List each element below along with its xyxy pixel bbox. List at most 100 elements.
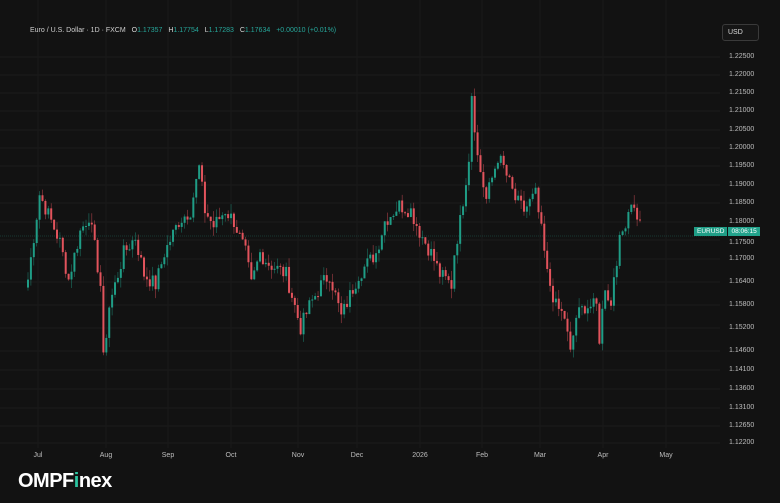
candle-up — [462, 206, 465, 216]
x-tick-label: Oct — [225, 452, 237, 459]
candle-up — [108, 307, 111, 338]
candle-down — [435, 260, 438, 264]
candle-down — [543, 223, 546, 251]
candle-up — [224, 214, 227, 216]
candle-up — [105, 337, 108, 353]
candle-down — [290, 292, 293, 298]
candle-down — [447, 276, 450, 281]
candle-up — [215, 216, 218, 228]
candle-down — [537, 187, 540, 213]
candle-up — [467, 161, 470, 186]
candle-up — [398, 200, 401, 212]
candle-down — [401, 200, 404, 213]
candle-down — [99, 272, 102, 286]
candle-up — [172, 229, 175, 242]
candle-up — [285, 266, 288, 277]
y-tick-label: 1.15800 — [729, 301, 755, 308]
candle-up — [73, 252, 76, 272]
y-tick-label: 1.20500 — [729, 126, 755, 133]
candle-up — [493, 168, 496, 178]
candle-down — [520, 195, 523, 201]
candle-down — [206, 213, 209, 217]
candle-down — [67, 273, 70, 280]
candle-up — [357, 280, 360, 289]
candle-up — [612, 277, 615, 306]
candle-up — [195, 178, 198, 198]
candle-down — [244, 239, 247, 246]
candle-up — [360, 278, 363, 281]
candles — [27, 88, 641, 358]
candle-up — [302, 312, 305, 335]
candle-down — [540, 212, 543, 224]
candle-up — [630, 204, 633, 213]
candle-up — [47, 208, 50, 215]
price-tag-symbol: EURUSD — [694, 227, 728, 236]
candle-down — [485, 187, 488, 199]
candle-down — [438, 263, 441, 277]
candle-up — [119, 268, 122, 278]
high-value: 1.17754 — [173, 27, 199, 34]
candle-up — [575, 317, 578, 336]
candle-up — [409, 208, 412, 218]
candle-up — [35, 219, 38, 244]
currency-button[interactable]: USD — [722, 24, 759, 41]
candle-up — [189, 217, 192, 220]
candle-down — [238, 232, 241, 234]
candle-down — [334, 290, 337, 293]
candle-down — [296, 304, 299, 319]
y-tick-label: 1.17000 — [729, 255, 755, 262]
candle-up — [554, 298, 557, 303]
candle-down — [186, 216, 189, 220]
y-tick-label: 1.13100 — [729, 404, 755, 411]
candle-up — [230, 213, 233, 219]
candle-down — [102, 285, 105, 353]
legend-header: Euro / U.S. Dollar · 1D · FXCM O1.17357 … — [30, 27, 336, 34]
candle-down — [639, 219, 641, 221]
candle-down — [450, 280, 453, 289]
candle-up — [29, 257, 32, 280]
y-tick-label: 1.12650 — [729, 422, 755, 429]
change-value: +0.00010 (+0.01%) — [276, 27, 337, 34]
candle-down — [282, 266, 285, 277]
candle-up — [111, 294, 114, 308]
candle-up — [114, 282, 117, 295]
logo-text-end: nex — [78, 470, 112, 492]
candle-down — [53, 219, 56, 230]
candle-up — [618, 234, 621, 266]
candle-down — [235, 226, 238, 233]
candle-up — [151, 275, 154, 287]
candle-up — [198, 165, 201, 179]
candle-up — [499, 155, 502, 163]
candle-up — [430, 248, 433, 256]
candle-up — [592, 298, 595, 307]
candle-down — [177, 225, 180, 227]
candle-up — [192, 197, 195, 218]
candle-up — [488, 182, 491, 199]
logo-text: OMPF — [18, 470, 74, 492]
candle-down — [145, 276, 148, 280]
candle-up — [82, 226, 85, 231]
candle-up — [604, 290, 607, 309]
candle-up — [116, 277, 119, 283]
candle-down — [444, 270, 447, 277]
candle-up — [169, 241, 172, 246]
candle-down — [595, 298, 598, 304]
candle-down — [476, 132, 479, 156]
candle-up — [180, 222, 183, 227]
candle-up — [174, 225, 177, 230]
y-tick-label: 1.19500 — [729, 162, 755, 169]
candle-down — [636, 207, 639, 220]
candle-down — [328, 281, 331, 283]
y-tick-label: 1.14600 — [729, 347, 755, 354]
candle-up — [58, 237, 61, 239]
candle-up — [32, 243, 35, 258]
candle-down — [433, 248, 436, 261]
candle-up — [491, 177, 494, 183]
x-tick-label: Aug — [99, 452, 113, 459]
candle-up — [38, 195, 41, 220]
price-tag: EURUSD 08:06:15 — [694, 227, 760, 236]
candle-down — [482, 172, 485, 188]
candle-up — [528, 199, 531, 207]
candle-up — [134, 239, 137, 241]
